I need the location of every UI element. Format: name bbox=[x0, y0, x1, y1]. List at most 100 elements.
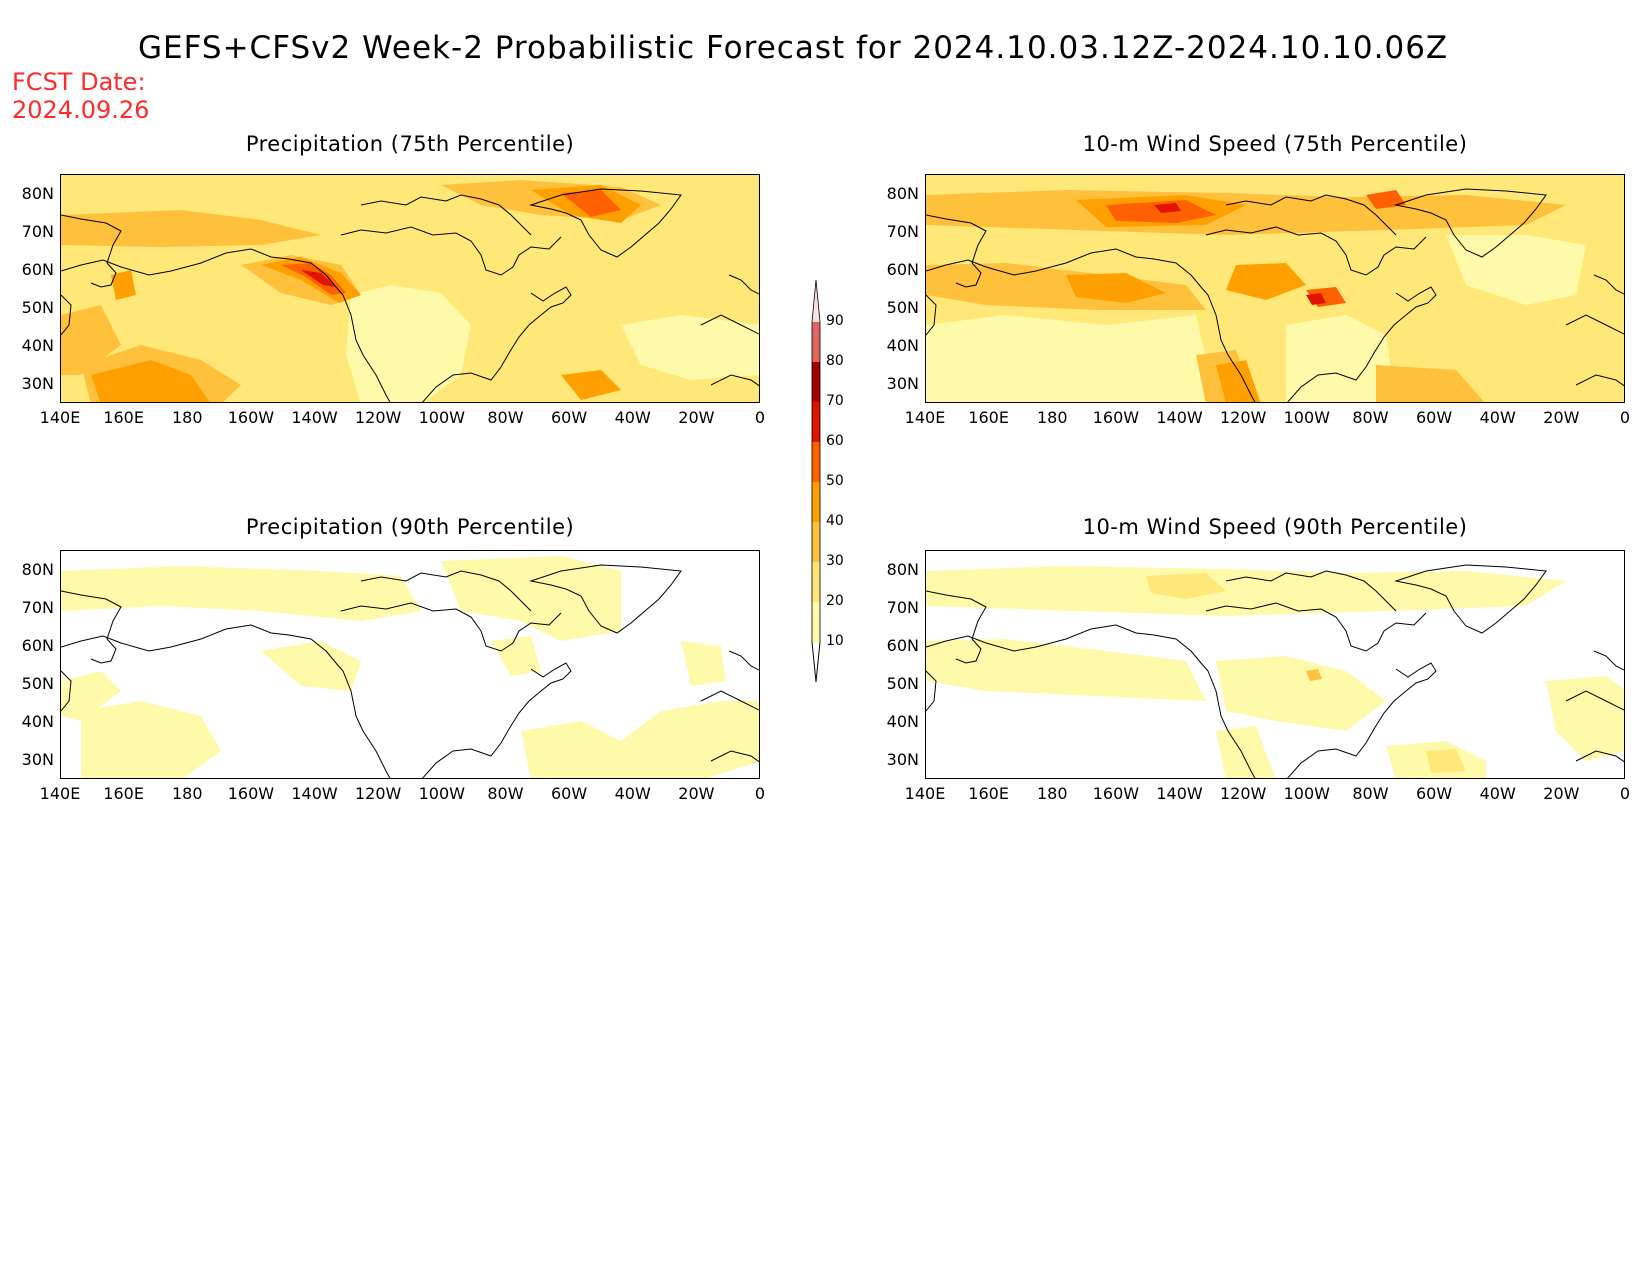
lon-tick-label: 140E bbox=[904, 408, 946, 427]
lon-tick-label: 80W bbox=[487, 408, 524, 427]
lon-tick-label: 180 bbox=[171, 784, 203, 803]
coastline bbox=[422, 662, 572, 778]
lat-tick-label: 60N bbox=[21, 260, 54, 279]
lat-tick-label: 30N bbox=[21, 374, 54, 393]
probability-shaded-area bbox=[61, 305, 121, 375]
colorbar-level-label: 30 bbox=[826, 553, 844, 569]
lon-tick-label: 60W bbox=[1415, 784, 1453, 803]
lat-tick-label: 60N bbox=[886, 636, 919, 655]
coastline bbox=[926, 624, 1256, 778]
map-wind-90 bbox=[925, 550, 1625, 779]
lon-tick-label: 80W bbox=[1352, 784, 1389, 803]
coastline bbox=[340, 226, 562, 276]
probability-shaded-area bbox=[61, 566, 421, 621]
probability-shaded-area bbox=[561, 370, 621, 400]
lon-tick-label: 40W bbox=[1479, 408, 1516, 427]
lat-tick-label: 30N bbox=[886, 750, 919, 769]
lat-tick-label: 50N bbox=[21, 298, 54, 317]
lat-tick-label: 60N bbox=[886, 260, 919, 279]
lon-tick-label: 60W bbox=[550, 784, 588, 803]
lon-tick-label: 40W bbox=[614, 784, 651, 803]
lat-tick-label: 50N bbox=[886, 674, 919, 693]
coastline bbox=[710, 374, 759, 387]
probability-shaded-area bbox=[681, 641, 726, 686]
coastline bbox=[926, 248, 1256, 402]
coastline bbox=[1394, 564, 1547, 634]
lon-tick-label: 100W bbox=[1283, 408, 1330, 427]
colorbar-level-label: 90 bbox=[826, 313, 844, 329]
map-wind-75 bbox=[925, 174, 1625, 403]
colorbar-lower-arrow bbox=[811, 641, 821, 683]
lon-tick-label: 100W bbox=[1283, 784, 1330, 803]
lon-tick-label: 20W bbox=[678, 784, 715, 803]
lon-tick-label: 20W bbox=[1543, 408, 1580, 427]
colorbar-swatch bbox=[812, 322, 820, 362]
probability-shaded-area bbox=[1376, 365, 1485, 402]
probability-shaded-area bbox=[1446, 235, 1586, 305]
coastline bbox=[61, 214, 122, 288]
lat-tick-label: 80N bbox=[21, 560, 54, 579]
lon-tick-label: 160W bbox=[1092, 408, 1140, 427]
map-precip-90 bbox=[60, 550, 760, 779]
coastline bbox=[61, 294, 72, 336]
probability-shaded-area bbox=[1366, 190, 1406, 209]
probability-shaded-area bbox=[1146, 573, 1226, 599]
probability-shaded-area bbox=[926, 639, 1206, 701]
coastline bbox=[728, 274, 759, 295]
probability-shaded-area bbox=[1066, 273, 1166, 303]
lon-tick-label: 120W bbox=[1219, 408, 1267, 427]
lon-tick-label: 60W bbox=[550, 408, 588, 427]
colorbar-swatch bbox=[812, 362, 820, 402]
coastline bbox=[61, 248, 391, 402]
lon-tick-label: 120W bbox=[354, 784, 402, 803]
coastline bbox=[926, 670, 937, 712]
probability-shaded-area bbox=[1306, 293, 1326, 305]
probability-shaded-area bbox=[1216, 726, 1276, 778]
panel-title-wind-75: 10-m Wind Speed (75th Percentile) bbox=[1082, 132, 1468, 156]
lat-tick-label: 50N bbox=[21, 674, 54, 693]
coastline bbox=[728, 650, 759, 671]
coastline bbox=[1575, 750, 1624, 763]
colorbar-swatch bbox=[812, 562, 820, 602]
coastline bbox=[529, 564, 682, 634]
coastline bbox=[61, 590, 122, 664]
coastline bbox=[926, 214, 987, 288]
colorbar-level-label: 50 bbox=[826, 473, 844, 489]
probability-shaded-area bbox=[61, 671, 121, 721]
panel-title-precip-90: Precipitation (90th Percentile) bbox=[245, 515, 575, 539]
lon-tick-label: 120W bbox=[354, 408, 402, 427]
lat-tick-label: 70N bbox=[886, 222, 919, 241]
main-title: GEFS+CFSv2 Week-2 Probabilistic Forecast… bbox=[138, 30, 1449, 66]
lat-tick-label: 40N bbox=[21, 712, 54, 731]
lat-tick-label: 60N bbox=[21, 636, 54, 655]
lon-tick-label: 160W bbox=[1092, 784, 1140, 803]
lon-tick-label: 180 bbox=[171, 408, 203, 427]
probability-shaded-area bbox=[81, 701, 221, 778]
lon-tick-label: 140W bbox=[291, 408, 338, 427]
colorbar-level-label: 60 bbox=[826, 433, 844, 449]
lat-tick-label: 70N bbox=[886, 598, 919, 617]
probability-shaded-area bbox=[926, 566, 1566, 616]
probability-shaded-area bbox=[61, 210, 321, 247]
coastline bbox=[700, 314, 759, 335]
coastline bbox=[61, 624, 391, 778]
lon-tick-label: 140W bbox=[291, 784, 338, 803]
colorbar-upper-arrow bbox=[812, 280, 820, 322]
panel-title-wind-90: 10-m Wind Speed (90th Percentile) bbox=[1082, 515, 1468, 539]
coastline bbox=[1225, 570, 1397, 612]
panel-title-precip-75: Precipitation (75th Percentile) bbox=[245, 132, 575, 156]
lon-tick-label: 0 bbox=[1619, 784, 1631, 803]
lat-tick-label: 70N bbox=[21, 222, 54, 241]
coastline bbox=[1565, 314, 1624, 335]
colorbar-swatch bbox=[812, 602, 820, 642]
lon-tick-label: 100W bbox=[418, 784, 465, 803]
probability-shaded-area bbox=[491, 636, 541, 676]
lon-tick-label: 160E bbox=[968, 784, 1009, 803]
probability-shaded-area bbox=[561, 190, 621, 217]
lat-tick-label: 80N bbox=[21, 184, 54, 203]
colorbar-level-label: 40 bbox=[826, 513, 844, 529]
coastline bbox=[1287, 662, 1437, 778]
lon-tick-label: 140E bbox=[904, 784, 946, 803]
coastline bbox=[61, 670, 72, 712]
probability-shaded-area bbox=[301, 270, 336, 287]
